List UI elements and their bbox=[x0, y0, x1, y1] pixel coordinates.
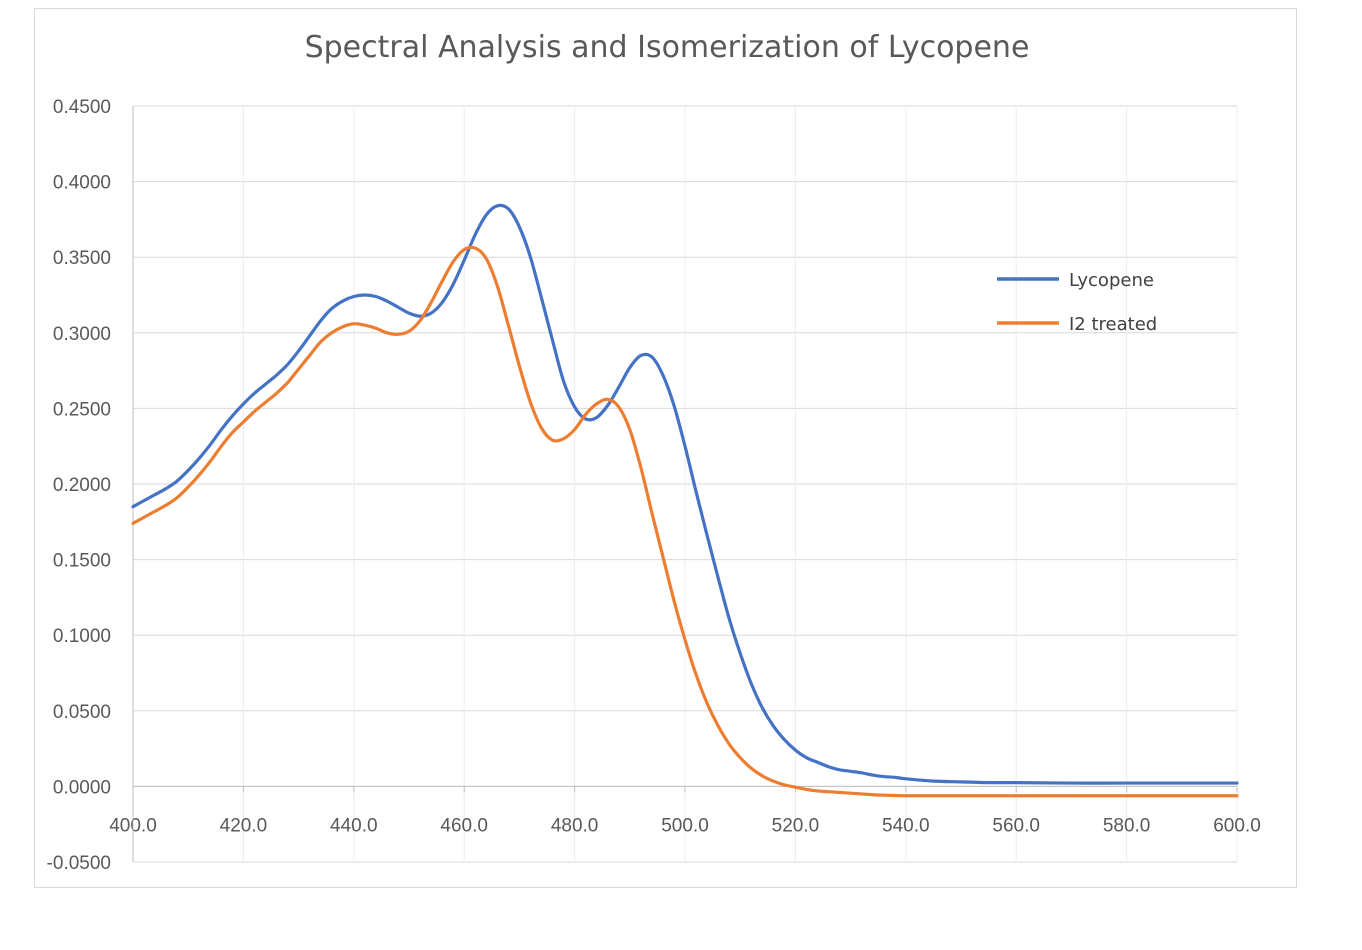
y-tick-label: 0.0500 bbox=[53, 702, 111, 723]
y-tick-label: 0.0000 bbox=[53, 777, 111, 798]
y-tick-label: 0.1000 bbox=[53, 626, 111, 647]
y-tick-label: 0.2000 bbox=[53, 475, 111, 496]
legend: Lycopene I2 treated bbox=[997, 270, 1157, 335]
legend-label-i2-treated: I2 treated bbox=[1069, 314, 1157, 335]
chart-title: Spectral Analysis and Isomerization of L… bbox=[305, 30, 1030, 65]
series-line-i2-treated bbox=[131, 245, 1239, 798]
x-tick-label: 560.0 bbox=[992, 815, 1040, 836]
x-tick-label: 580.0 bbox=[1103, 815, 1151, 836]
x-tick-label: 460.0 bbox=[440, 815, 488, 836]
line-chart: Spectral Analysis and Isomerization of L… bbox=[47, 30, 1261, 874]
x-tick-label: 540.0 bbox=[882, 815, 930, 836]
legend-label-lycopene: Lycopene bbox=[1069, 270, 1154, 291]
y-tick-label: 0.3000 bbox=[53, 324, 111, 345]
series-lines bbox=[131, 203, 1239, 798]
y-tick-label: -0.0500 bbox=[47, 853, 111, 874]
x-tick-label: 480.0 bbox=[551, 815, 599, 836]
x-tick-label: 440.0 bbox=[330, 815, 378, 836]
y-tick-label: 0.4000 bbox=[53, 173, 111, 194]
y-tick-label: 0.2500 bbox=[53, 399, 111, 420]
series-line-lycopene bbox=[131, 203, 1239, 785]
chart-frame: Spectral Analysis and Isomerization of L… bbox=[34, 8, 1297, 888]
y-tick-label: 0.1500 bbox=[53, 551, 111, 572]
grid bbox=[132, 105, 1238, 863]
x-tick-label: 520.0 bbox=[772, 815, 820, 836]
x-tick-label: 600.0 bbox=[1213, 815, 1261, 836]
x-tick-label: 500.0 bbox=[661, 815, 709, 836]
y-tick-label: 0.4500 bbox=[53, 97, 111, 118]
y-tick-label: 0.3500 bbox=[53, 248, 111, 269]
x-tick-label: 420.0 bbox=[220, 815, 268, 836]
axes: -0.0500 0.0000 0.0500 0.1000 0.1500 0.2000 0.2… bbox=[47, 97, 1261, 874]
